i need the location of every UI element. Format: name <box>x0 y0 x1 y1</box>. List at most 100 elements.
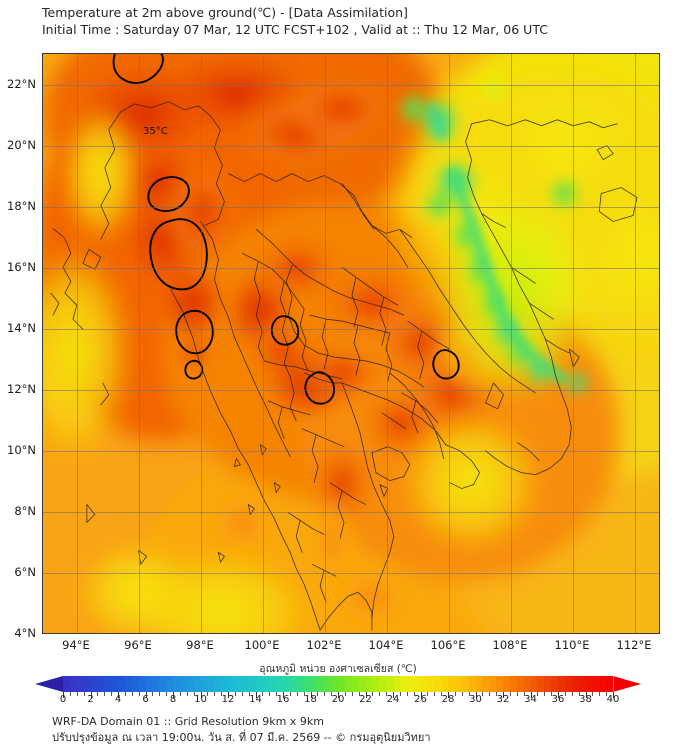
colorbar-tick <box>269 692 271 696</box>
footer-model-info: WRF-DA Domain 01 :: Grid Resolution 9km … <box>52 715 324 728</box>
colorbar-title: อุณหภูมิ หน่วย องศาเซลเซียส (℃) <box>259 663 417 675</box>
colorbar-tick <box>516 692 518 696</box>
colorbar-tick-label: 10 <box>194 694 207 705</box>
colorbar-tick <box>372 692 374 696</box>
colorbar-tick <box>331 692 333 696</box>
colorbar-tick-label: 12 <box>221 694 235 705</box>
x-tick-label: 102°E <box>306 638 342 652</box>
colorbar-tick <box>276 692 278 696</box>
colorbar-tick <box>241 692 243 696</box>
colorbar-tick <box>131 692 133 696</box>
footer-credit: ปรับปรุงข้อมูล ณ เวลา 19:00น. วัน ส. ที่… <box>52 731 431 744</box>
colorbar-tick <box>303 692 305 696</box>
colorbar-tick-label: 16 <box>276 694 290 705</box>
colorbar-tick <box>69 692 71 696</box>
colorbar-tick <box>118 692 119 698</box>
colorbar-tick <box>63 692 64 698</box>
colorbar-tick <box>509 692 511 696</box>
colorbar-tick <box>448 692 449 698</box>
colorbar-tick <box>564 692 566 696</box>
colorbar-tick <box>338 692 339 698</box>
colorbar-tick-label: 32 <box>496 694 510 705</box>
colorbar-tick <box>489 692 491 696</box>
colorbar-tick <box>296 692 298 696</box>
y-tick-label: 4°N <box>14 626 36 640</box>
y-tick-label: 18°N <box>7 199 36 213</box>
colorbar-tick-label: 6 <box>142 694 149 705</box>
colorbar-tick-label: 20 <box>331 694 345 705</box>
colorbar-tick <box>152 692 154 696</box>
colorbar-tick <box>173 692 174 698</box>
colorbar-tick <box>351 692 353 696</box>
chart-title-block: Temperature at 2m above ground(℃) - [Dat… <box>42 4 662 38</box>
colorbar[interactable]: อุณหภูมิ หน่วย องศาเซลเซียส (℃) 0 2 4 6 8 10 1… <box>0 660 676 710</box>
colorbar-gradient[interactable] <box>63 676 614 692</box>
colorbar-tick <box>166 692 168 696</box>
colorbar-tick <box>207 692 209 696</box>
colorbar-tick <box>283 692 284 698</box>
colorbar-tick <box>613 692 614 698</box>
colorbar-tick <box>344 692 346 696</box>
colorbar-tick <box>496 692 498 696</box>
colorbar-tick <box>606 692 608 696</box>
contour-label-35c: 35°C <box>143 126 168 137</box>
x-tick-label: 98°E <box>186 638 214 652</box>
y-tick-label: 10°N <box>7 443 36 457</box>
y-tick-label: 6°N <box>14 565 36 579</box>
colorbar-tick <box>420 692 422 698</box>
colorbar-tick <box>179 692 181 696</box>
colorbar-tick <box>379 692 381 696</box>
contour-35c-overlay <box>112 54 460 405</box>
colorbar-tick <box>461 692 463 696</box>
y-tick-label: 16°N <box>7 260 36 274</box>
colorbar-tick <box>365 692 367 698</box>
colorbar-tick <box>571 692 573 696</box>
colorbar-tick-label: 24 <box>386 694 400 705</box>
colorbar-tick <box>255 692 257 698</box>
colorbar-tick <box>441 692 443 696</box>
x-tick-label: 108°E <box>492 638 528 652</box>
x-tick-label: 112°E <box>616 638 652 652</box>
colorbar-tick-label: 0 <box>59 694 67 705</box>
y-tick-label: 8°N <box>14 504 36 518</box>
colorbar-tick <box>90 692 92 698</box>
footer-block: WRF-DA Domain 01 :: Grid Resolution 9km … <box>52 714 652 746</box>
temperature-map-panel[interactable]: 35°C <box>42 53 660 634</box>
colorbar-segment <box>606 676 614 692</box>
y-tick-label: 14°N <box>7 321 36 335</box>
colorbar-tick <box>358 692 360 696</box>
colorbar-tick-label: 28 <box>441 694 455 705</box>
colorbar-tick <box>468 692 470 696</box>
y-tick-label: 20°N <box>7 138 36 152</box>
colorbar-tick <box>386 692 388 696</box>
colorbar-tick <box>393 692 394 698</box>
colorbar-tick <box>214 692 216 696</box>
colorbar-tick <box>503 692 504 698</box>
colorbar-tick <box>221 692 223 696</box>
colorbar-tick <box>159 692 161 696</box>
colorbar-tick <box>228 692 229 698</box>
y-tick-label: 22°N <box>7 77 36 91</box>
colorbar-tick-label: 38 <box>579 694 592 705</box>
colorbar-tick <box>124 692 126 696</box>
colorbar-tick <box>406 692 408 696</box>
x-tick-label: 106°E <box>430 638 466 652</box>
colorbar-tick-label: 2 <box>87 694 94 705</box>
colorbar-tick-label: 14 <box>249 694 262 705</box>
colorbar-tick <box>317 692 319 696</box>
colorbar-tick <box>324 692 326 696</box>
colorbar-tick-label: 36 <box>551 694 565 705</box>
colorbar-tick <box>399 692 401 696</box>
temperature-field <box>43 54 659 633</box>
colorbar-tick <box>592 692 594 696</box>
colorbar-tick <box>482 692 484 696</box>
chart-subtitle: Initial Time : Saturday 07 Mar, 12 UTC F… <box>42 22 548 37</box>
map-gridlines <box>43 54 659 633</box>
colorbar-tick <box>111 692 113 696</box>
colorbar-tick <box>544 692 546 696</box>
colorbar-tick <box>76 692 78 696</box>
colorbar-tick <box>138 692 140 696</box>
colorbar-tick <box>599 692 601 696</box>
colorbar-over-arrow <box>613 676 641 692</box>
colorbar-tick <box>558 692 559 698</box>
